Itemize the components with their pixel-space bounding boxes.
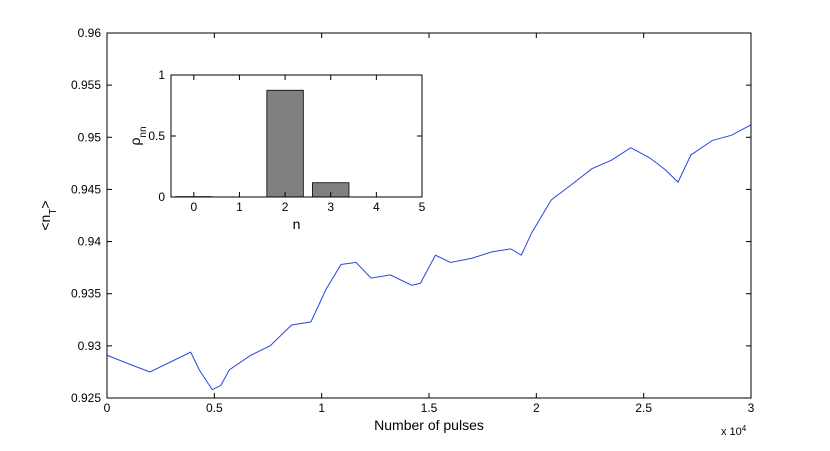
x-tick-label: 2.5	[635, 401, 652, 415]
x-tick-label: 4	[373, 200, 380, 214]
y-tick-label: 0.955	[71, 78, 101, 92]
y-tick-label: 0.94	[78, 235, 102, 249]
y-axis-label-part: <n	[37, 215, 53, 231]
x-tick-label: 2	[282, 200, 289, 214]
x-tick-label: 1.5	[421, 401, 438, 415]
x-tick-label: 5	[419, 200, 426, 214]
x-tick-label: 3	[748, 401, 755, 415]
y-tick-label: 0.5	[148, 129, 165, 143]
y-tick-label: 0.96	[78, 26, 102, 40]
x-tick-label: 0	[104, 401, 111, 415]
y-tick-label: 0	[158, 190, 165, 204]
y-tick-label: 0.93	[78, 339, 102, 353]
x-multiplier-part: 4	[742, 424, 747, 433]
y-tick-label: 0.945	[71, 182, 101, 196]
x-multiplier-part: x 10	[721, 426, 742, 438]
x-axis-label: n	[293, 216, 301, 232]
x-tick-label: 0.5	[206, 401, 223, 415]
x-tick-label: 1	[236, 200, 243, 214]
y-tick-label: 0.95	[78, 130, 102, 144]
y-axis-label-part: >	[37, 200, 53, 208]
x-tick-label: 2	[533, 401, 540, 415]
y-tick-label: 1	[158, 68, 165, 82]
y-axis-label-part: nn	[138, 126, 149, 137]
x-tick-label: 0	[190, 200, 197, 214]
y-tick-label: 0.925	[71, 391, 101, 405]
x-tick-label: 1	[318, 401, 325, 415]
x-tick-label: 3	[327, 200, 334, 214]
y-axis-label-part: ρ	[127, 138, 143, 146]
x-axis-label: Number of pulses	[374, 417, 484, 433]
bar	[267, 90, 304, 197]
y-tick-label: 0.935	[71, 287, 101, 301]
